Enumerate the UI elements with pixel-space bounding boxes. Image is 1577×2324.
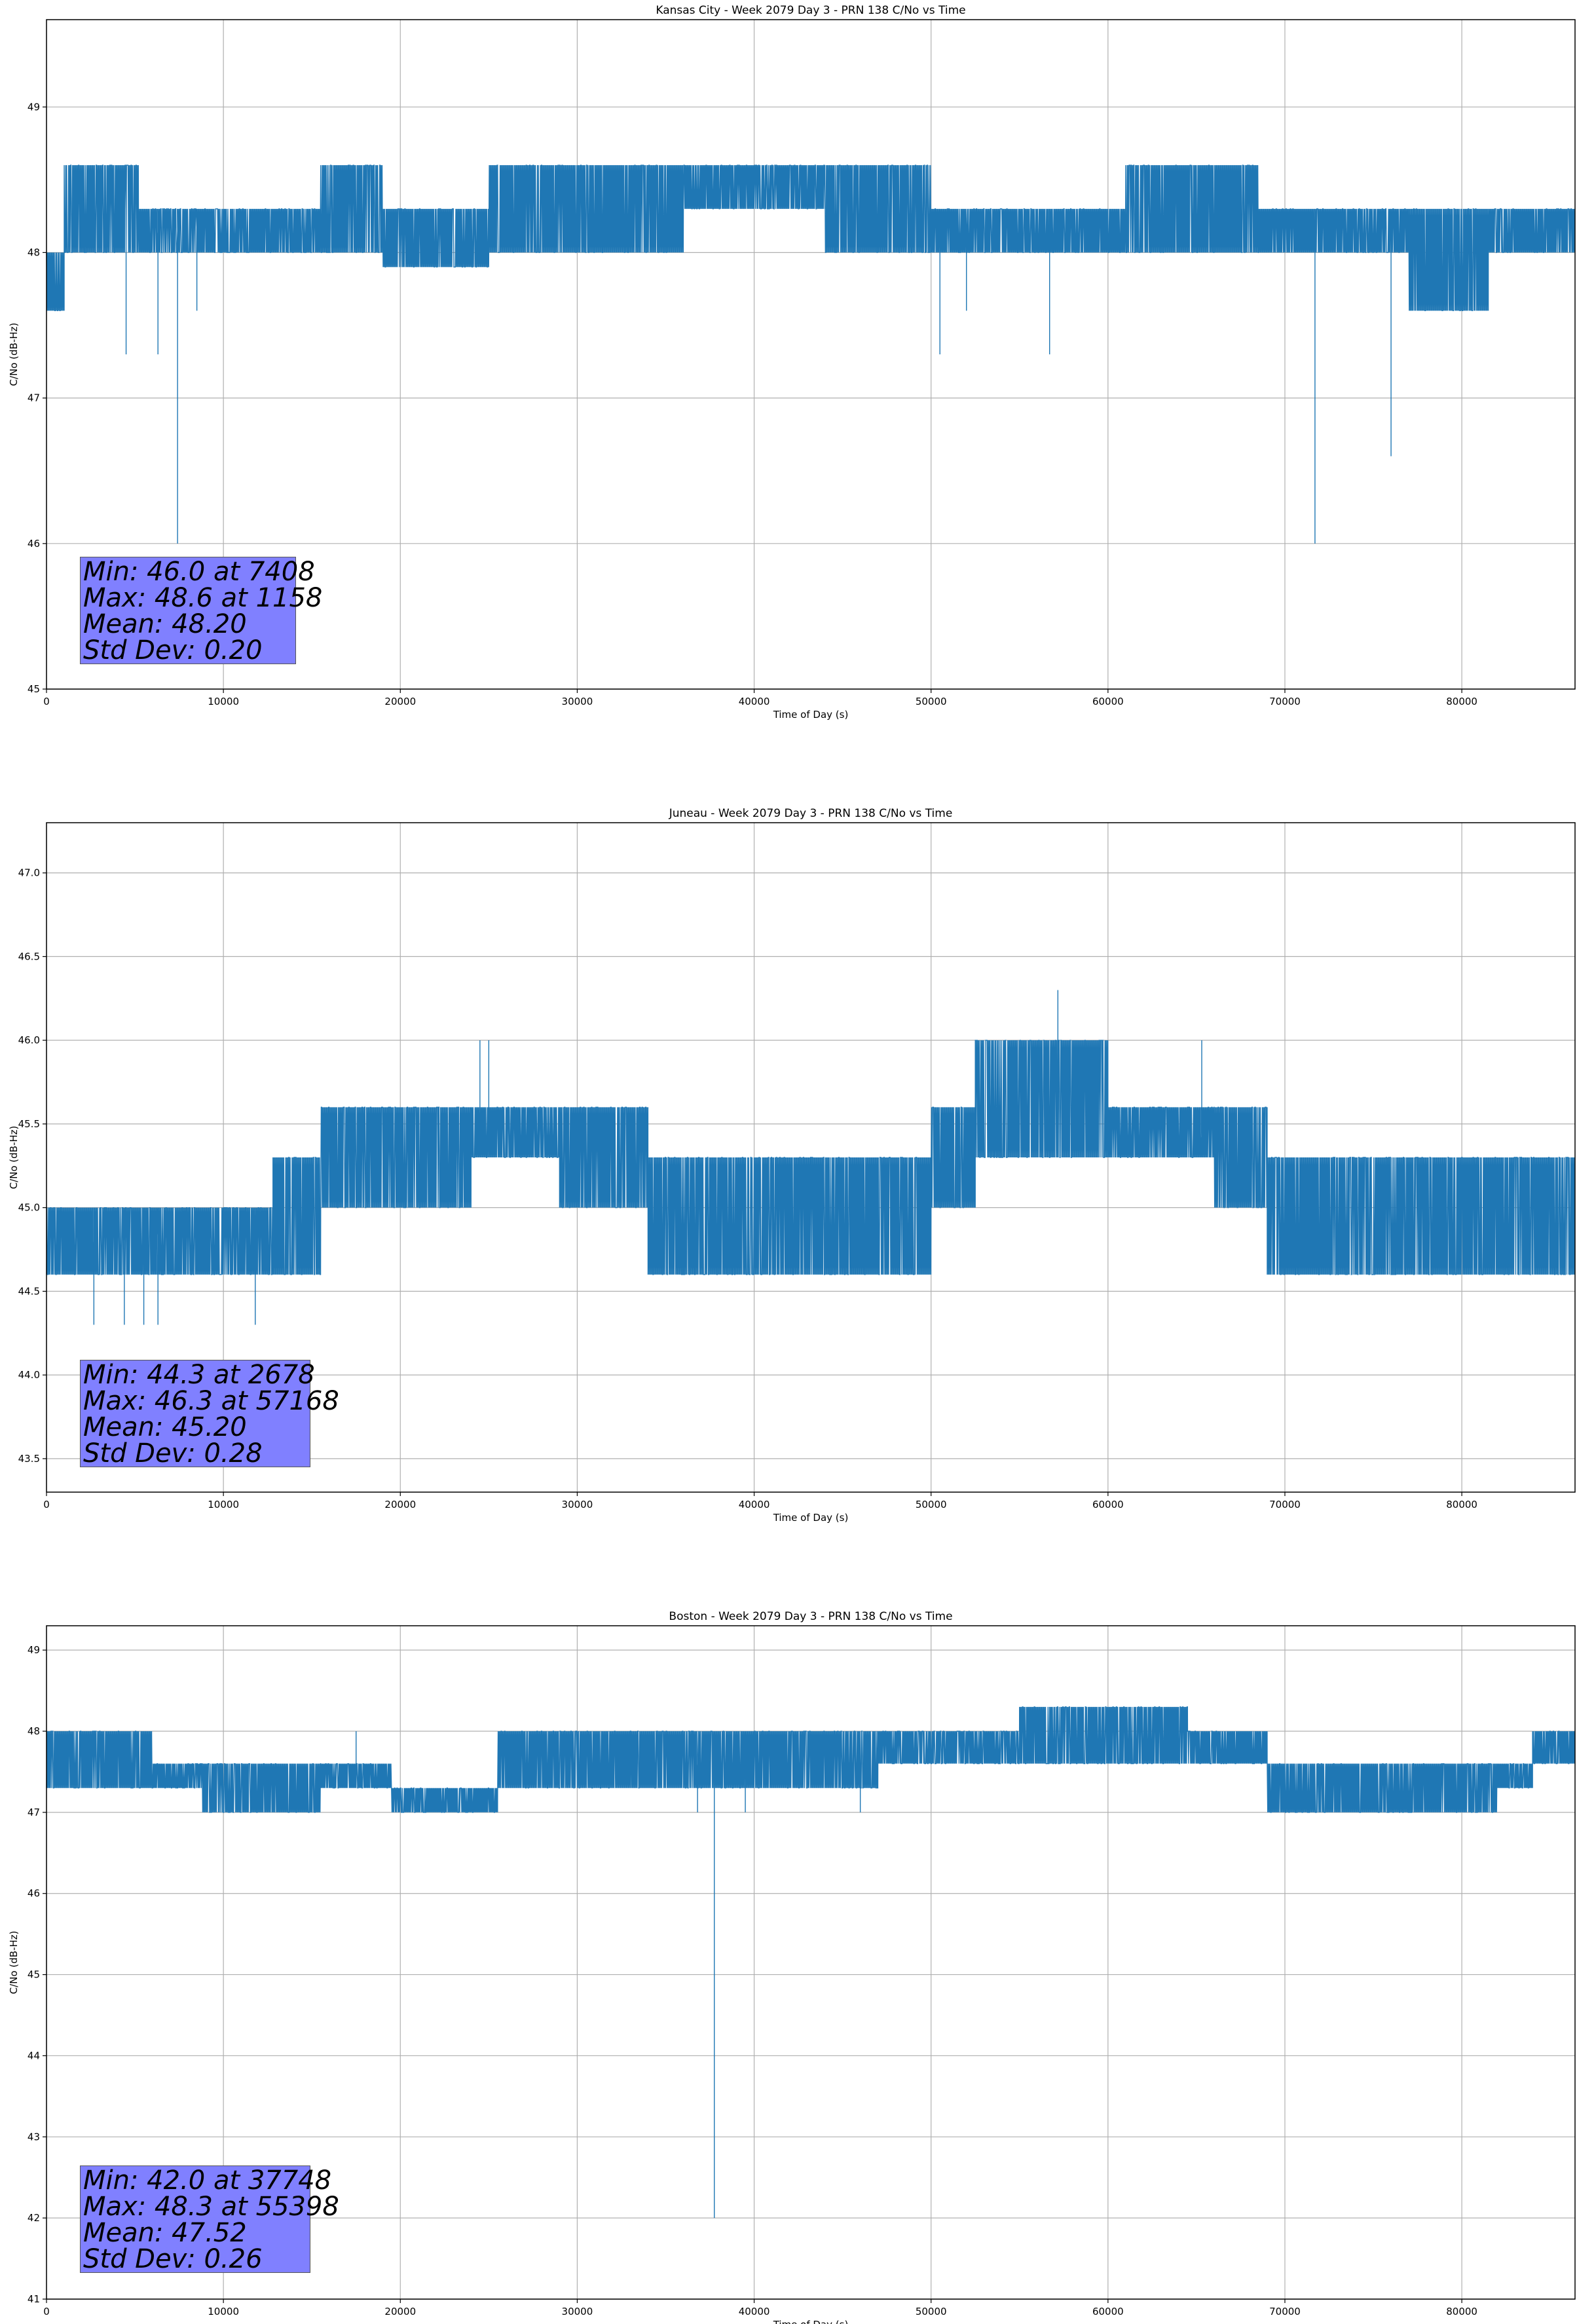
y-tick-label: 45 bbox=[28, 1969, 40, 1981]
x-tick-label: 40000 bbox=[739, 696, 770, 707]
x-axis-label: Time of Day (s) bbox=[773, 2319, 849, 2324]
stats-min: Min: 46.0 at 7408 bbox=[83, 557, 315, 587]
chart-panel-juneau: 0 10000 20000 30000 40000 50000 60000 70000 8000… bbox=[0, 803, 1577, 1537]
chart-title: Kansas City - Week 2079 Day 3 - PRN 138 … bbox=[656, 4, 965, 17]
x-tick-label: 50000 bbox=[916, 2306, 947, 2317]
y-tick-label: 45 bbox=[28, 683, 40, 695]
x-tick-label: 20000 bbox=[384, 696, 416, 707]
x-tick-label: 0 bbox=[43, 1499, 50, 1510]
y-tick-label: 46.0 bbox=[18, 1034, 40, 1046]
x-tick-label: 10000 bbox=[208, 2306, 239, 2317]
x-tick-label: 30000 bbox=[562, 2306, 593, 2317]
x-tick-label: 70000 bbox=[1269, 2306, 1301, 2317]
stats-max: Max: 46.3 at 57168 bbox=[83, 1386, 339, 1416]
y-tick-label: 45.0 bbox=[18, 1202, 40, 1214]
stats-std-dev: Std Dev: 0.20 bbox=[83, 635, 263, 665]
chart-kansas-city: 0 10000 20000 30000 40000 50000 60000 70000 8000… bbox=[8, 4, 1576, 721]
y-tick-label: 47 bbox=[28, 392, 40, 404]
stats-mean: Mean: 48.20 bbox=[83, 609, 247, 639]
x-tick-label: 40000 bbox=[739, 1499, 770, 1510]
y-axis-label: C/No (dB-Hz) bbox=[8, 1931, 20, 1995]
y-tick-label: 48 bbox=[28, 246, 40, 258]
y-tick-label: 43.5 bbox=[18, 1453, 40, 1465]
chart-boston: 0 10000 20000 30000 40000 50000 60000 70000 8000… bbox=[8, 1610, 1576, 2324]
y-tick-label: 44.5 bbox=[18, 1285, 40, 1297]
y-tick-label: 49 bbox=[28, 1644, 40, 1656]
stats-box: Min: 46.0 at 7408 Max: 48.6 at 1158 Mean… bbox=[80, 557, 323, 665]
plot-frame bbox=[46, 1625, 1576, 2300]
x-axis-label: Time of Day (s) bbox=[773, 1512, 849, 1524]
y-tick-label: 48 bbox=[28, 1725, 40, 1737]
x-tick-label: 40000 bbox=[739, 2306, 770, 2317]
y-axis-label: C/No (dB-Hz) bbox=[8, 1126, 20, 1190]
stats-std-dev: Std Dev: 0.28 bbox=[83, 1438, 263, 1469]
x-tick-label: 0 bbox=[43, 696, 50, 707]
x-tick-label: 80000 bbox=[1446, 1499, 1477, 1510]
stats-box: Min: 42.0 at 37748 Max: 48.3 at 55398 Me… bbox=[80, 2165, 339, 2274]
chart-panel-kansas-city: 0 10000 20000 30000 40000 50000 60000 70000 8000… bbox=[0, 0, 1577, 734]
stats-max: Max: 48.6 at 1158 bbox=[83, 583, 323, 613]
x-tick-label: 50000 bbox=[916, 1499, 947, 1510]
x-tick-label: 80000 bbox=[1446, 2306, 1477, 2317]
x-tick-label: 60000 bbox=[1092, 696, 1124, 707]
stats-max: Max: 48.3 at 55398 bbox=[83, 2192, 339, 2222]
y-axis-label: C/No (dB-Hz) bbox=[8, 323, 20, 386]
plot-frame bbox=[46, 19, 1576, 690]
x-tick-label: 10000 bbox=[208, 696, 239, 707]
x-tick-label: 80000 bbox=[1446, 696, 1477, 707]
stats-mean: Mean: 45.20 bbox=[83, 1412, 247, 1442]
x-tick-label: 50000 bbox=[916, 696, 947, 707]
x-tick-label: 30000 bbox=[562, 696, 593, 707]
x-tick-label: 0 bbox=[43, 2306, 50, 2317]
y-tick-label: 47 bbox=[28, 1807, 40, 1818]
y-tick-label: 44 bbox=[28, 2050, 40, 2061]
x-tick-label: 60000 bbox=[1092, 2306, 1124, 2317]
series-line bbox=[46, 164, 1576, 544]
y-tick-label: 46 bbox=[28, 538, 40, 550]
x-axis-label: Time of Day (s) bbox=[773, 709, 849, 721]
chart-title: Boston - Week 2079 Day 3 - PRN 138 C/No … bbox=[669, 1610, 952, 1623]
y-tick-label: 46.5 bbox=[18, 950, 40, 962]
stats-min: Min: 44.3 at 2678 bbox=[83, 1360, 315, 1390]
x-tick-label: 70000 bbox=[1269, 1499, 1301, 1510]
x-tick-label: 20000 bbox=[384, 1499, 416, 1510]
plot-frame bbox=[46, 822, 1576, 1493]
stats-std-dev: Std Dev: 0.26 bbox=[83, 2244, 263, 2274]
y-tick-label: 41 bbox=[28, 2293, 40, 2305]
x-tick-label: 30000 bbox=[562, 1499, 593, 1510]
chart-juneau: 0 10000 20000 30000 40000 50000 60000 70000 8000… bbox=[8, 807, 1576, 1524]
x-tick-label: 10000 bbox=[208, 1499, 239, 1510]
chart-title: Juneau - Week 2079 Day 3 - PRN 138 C/No … bbox=[669, 807, 953, 820]
y-tick-label: 42 bbox=[28, 2212, 40, 2224]
y-tick-label: 43 bbox=[28, 2131, 40, 2143]
stats-mean: Mean: 47.52 bbox=[83, 2218, 247, 2248]
y-tick-label: 45.5 bbox=[18, 1118, 40, 1130]
y-tick-label: 47.0 bbox=[18, 867, 40, 879]
series-line bbox=[46, 1706, 1576, 2219]
stats-min: Min: 42.0 at 37748 bbox=[83, 2165, 332, 2196]
x-tick-label: 20000 bbox=[384, 2306, 416, 2317]
x-tick-label: 70000 bbox=[1269, 696, 1301, 707]
y-tick-label: 44.0 bbox=[18, 1369, 40, 1381]
series-line bbox=[46, 990, 1576, 1325]
stats-box: Min: 44.3 at 2678 Max: 46.3 at 57168 Mea… bbox=[80, 1360, 339, 1469]
y-tick-label: 46 bbox=[28, 1888, 40, 1900]
x-tick-label: 60000 bbox=[1092, 1499, 1124, 1510]
chart-panel-boston: 0 10000 20000 30000 40000 50000 60000 70000 8000… bbox=[0, 1606, 1577, 2324]
y-tick-label: 49 bbox=[28, 101, 40, 113]
